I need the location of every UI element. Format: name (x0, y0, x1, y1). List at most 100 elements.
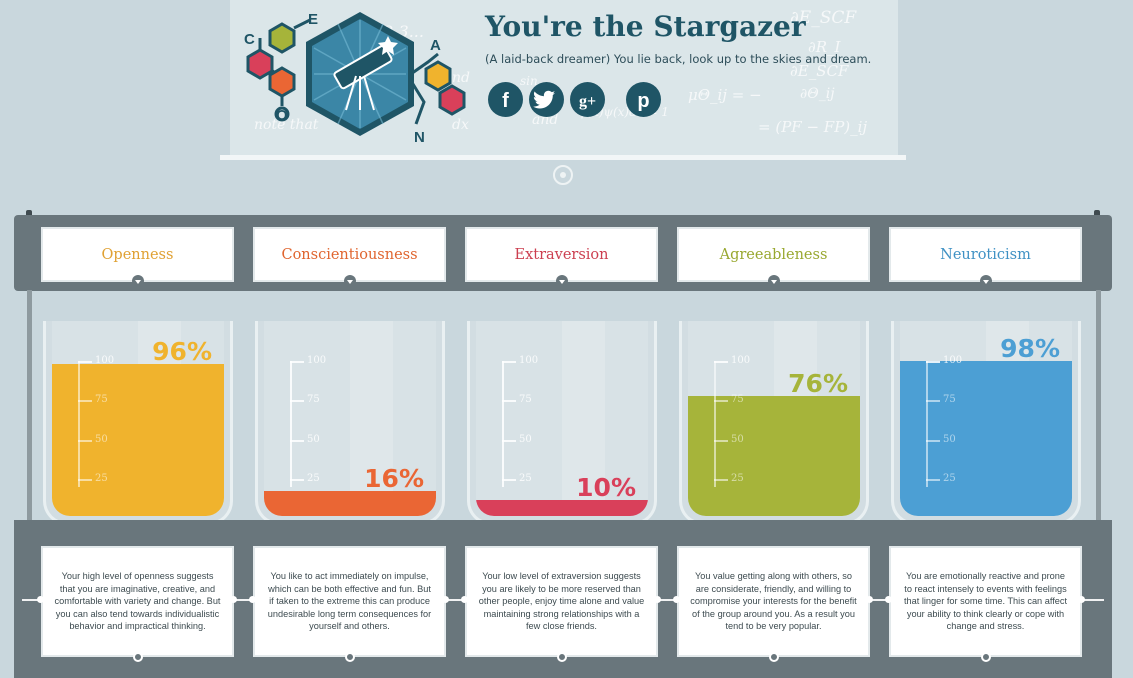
scale-tick (502, 400, 516, 403)
scale-tick (926, 360, 940, 363)
molecule-hex-pink (438, 84, 466, 116)
scale-label: 50 (519, 433, 532, 445)
scale-tick (714, 400, 728, 403)
svg-text:f: f (502, 90, 509, 112)
description-knob (557, 652, 567, 662)
trait-card-neuroticism: Neuroticism (889, 227, 1082, 282)
scale-label: 25 (943, 473, 956, 485)
chevron-down-icon (768, 275, 780, 287)
pinterest-share-button[interactable]: p (626, 82, 661, 117)
beaker-glass: 100 75 50 25 (688, 321, 860, 516)
math-decoration: = (PF − FP)_ij (758, 118, 868, 136)
trait-label: Extraversion (514, 246, 609, 263)
chain-dot (230, 596, 237, 603)
percent-label-agreeableness: 76% (788, 369, 848, 398)
scale-label: 75 (731, 394, 744, 406)
scale-line (714, 360, 716, 488)
beaker-glass: 100 75 50 25 (264, 321, 436, 516)
twitter-icon (533, 90, 556, 109)
scale-tick (926, 439, 940, 442)
chain-dot (249, 596, 256, 603)
scale-tick (78, 479, 92, 482)
description-card-agreeableness: You value getting along with others, so … (677, 546, 870, 657)
beaker-shine (562, 321, 605, 516)
molecule-hex-yellow (424, 60, 452, 92)
pinterest-icon: p (637, 90, 649, 112)
beaker-glass: 100 75 50 25 (52, 321, 224, 516)
stargazer-logo: C E A O N (238, 6, 478, 150)
scale-line (290, 360, 292, 488)
percent-label-openness: 96% (152, 337, 212, 366)
trait-card-openness: Openness (41, 227, 234, 282)
description-knob (769, 652, 779, 662)
math-decoration: sin (520, 74, 538, 88)
scale-label: 75 (943, 394, 956, 406)
scale-label: 75 (519, 394, 532, 406)
math-decoration: note that (254, 117, 319, 133)
chain-dot (885, 596, 892, 603)
math-decoration: ∂R_I (808, 38, 841, 56)
math-decoration: ∂Θ_ij (800, 86, 835, 102)
scale-tick (290, 479, 304, 482)
svg-text:g+: g+ (579, 93, 596, 110)
scale-label: 50 (943, 433, 956, 445)
trait-card-extraversion: Extraversion (465, 227, 658, 282)
trait-label: Agreeableness (719, 246, 828, 263)
trait-description: You value getting along with others, so … (690, 571, 857, 632)
scale-label: 75 (95, 394, 108, 406)
description-card-conscientiousness: You like to act immediately on impulse, … (253, 546, 446, 657)
liquid-fill-neuroticism (900, 361, 1072, 516)
google-plus-share-button[interactable]: g+ (570, 82, 605, 117)
math-decoration: dx (452, 117, 469, 133)
scale-tick (78, 439, 92, 442)
chain-dot (673, 596, 680, 603)
beaker-extraversion: 100 75 50 25 10% (467, 321, 657, 525)
percent-label-neuroticism: 98% (1000, 334, 1060, 363)
trait-description: Your low level of extraversion suggests … (478, 571, 645, 632)
description-knob (981, 652, 991, 662)
trait-description: You like to act immediately on impulse, … (267, 571, 432, 632)
scale-label: 100 (731, 354, 751, 366)
result-title: You're the Stargazer (485, 10, 806, 43)
scale-tick (926, 400, 940, 403)
rack-post-right (1096, 290, 1101, 522)
facebook-share-button[interactable]: f (488, 82, 523, 117)
beaker-glass: 100 75 50 25 (476, 321, 648, 516)
chain-dot (37, 596, 44, 603)
svg-text:p: p (637, 90, 649, 112)
beaker-shine (350, 321, 393, 516)
chain-dot (866, 596, 873, 603)
scale-tick (290, 439, 304, 442)
scale-label: 25 (731, 473, 744, 485)
chain-dot (461, 596, 468, 603)
chevron-down-icon (344, 275, 356, 287)
scale-label: 25 (307, 473, 320, 485)
trait-card-agreeableness: Agreeableness (677, 227, 870, 282)
scale-tick (78, 360, 92, 363)
twitter-share-button[interactable] (529, 82, 564, 117)
scale-tick (714, 360, 728, 363)
scale-label: 25 (519, 473, 532, 485)
math-decoration: ∂E_SCF (790, 8, 857, 28)
scale-tick (714, 439, 728, 442)
beaker-conscientiousness: 100 75 50 25 16% (255, 321, 445, 525)
math-decoration: μΘ_ij = − (688, 86, 762, 104)
description-card-neuroticism: You are emotionally reactive and prone t… (889, 546, 1082, 657)
percent-label-conscientiousness: 16% (364, 464, 424, 493)
chain-dot (1078, 596, 1085, 603)
chevron-down-icon (556, 275, 568, 287)
scale-label: 100 (307, 354, 327, 366)
trait-description: Your high level of openness suggests tha… (54, 571, 221, 632)
rack-post-left (27, 290, 32, 522)
scale-label: 100 (519, 354, 539, 366)
svg-text:N: N (414, 129, 425, 146)
molecule-hex-red (246, 48, 274, 80)
chain-dot (654, 596, 661, 603)
facebook-icon: f (502, 90, 509, 112)
svg-text:A: A (430, 37, 441, 54)
scale-line (78, 360, 80, 488)
trait-label: Neuroticism (940, 246, 1031, 263)
description-card-openness: Your high level of openness suggests tha… (41, 546, 234, 657)
chevron-down-icon (980, 275, 992, 287)
svg-text:E: E (308, 11, 318, 28)
